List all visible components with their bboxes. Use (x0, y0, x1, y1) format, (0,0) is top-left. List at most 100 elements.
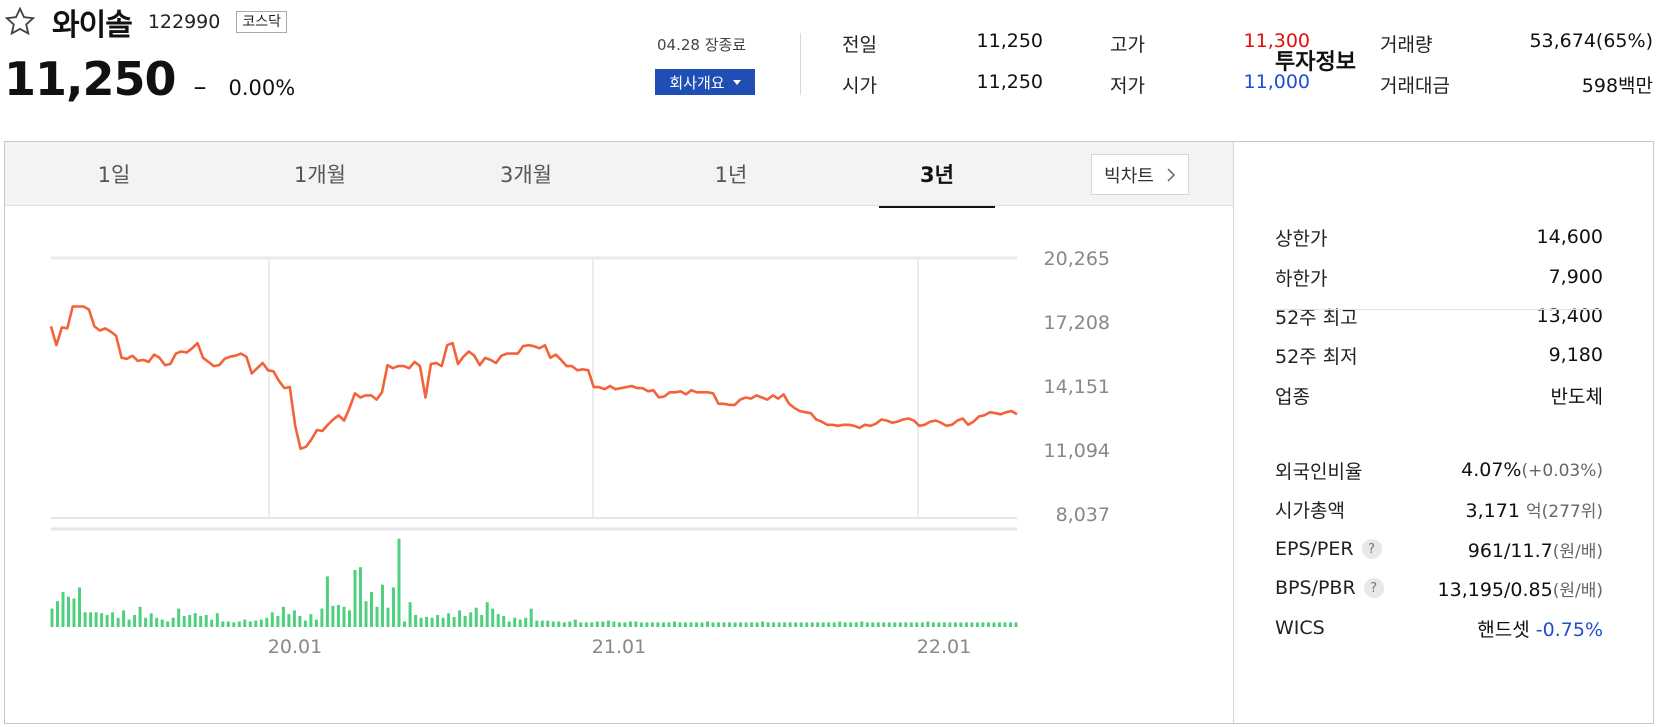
week52-low-value: 9,180 (1548, 344, 1603, 366)
volume-bar (397, 538, 401, 627)
volume-bar (507, 621, 511, 627)
y-tick-label: 17,208 (1044, 312, 1110, 334)
current-price: 11,250 (4, 52, 177, 106)
volume-bar (370, 592, 373, 627)
volume-bar (717, 622, 720, 627)
volume-bar (292, 610, 296, 627)
bps-pbr-label: BPS/PBR (1275, 577, 1356, 599)
volume-bar (364, 601, 368, 627)
volume-bar (199, 616, 203, 627)
volume-bar (259, 619, 263, 627)
volume-bar (392, 587, 395, 627)
volume-bar (766, 622, 770, 627)
bps-pbr-unit: (원/배) (1552, 580, 1603, 601)
volume-bar (584, 622, 588, 627)
invest-divider (1275, 309, 1603, 310)
tab-1month[interactable]: 1개월 (262, 142, 378, 206)
wics-change: -0.75% (1535, 618, 1603, 641)
company-overview-button[interactable]: 회사개요 (655, 69, 755, 95)
volume-bar (325, 576, 329, 627)
volume-bar (623, 622, 627, 627)
volume-bar (265, 617, 269, 627)
volume-bar (254, 620, 258, 627)
volume-bar (436, 615, 440, 627)
volume-bar (590, 622, 594, 627)
tab-3years[interactable]: 3년 (879, 142, 995, 208)
volume-bar (964, 622, 968, 627)
volume-bar (133, 615, 137, 627)
volume-bar (975, 622, 979, 627)
volume-bar (342, 606, 346, 627)
tab-1day[interactable]: 1일 (56, 142, 172, 206)
volume-bar (314, 619, 318, 627)
volume-bar (827, 622, 831, 627)
volume-bar (728, 622, 732, 627)
volume-bar (441, 617, 445, 627)
wics-label: WICS (1275, 617, 1325, 639)
volume-bar (403, 621, 406, 627)
y-tick-label: 14,151 (1044, 376, 1110, 398)
volume-bar (788, 622, 792, 627)
foreign-ratio-change: (+0.03%) (1521, 461, 1603, 481)
volume-bar (485, 602, 489, 627)
volume-bar (149, 613, 153, 627)
tab-label: 1개월 (293, 163, 346, 187)
volume-bar (535, 620, 539, 627)
volume-bar (243, 619, 247, 627)
company-overview-label: 회사개요 (669, 73, 725, 92)
open-label: 시가 (842, 75, 877, 97)
volume-bar (138, 606, 142, 627)
volume-bar (876, 622, 880, 627)
volume-bar (56, 601, 59, 627)
volume-bar (177, 608, 181, 627)
volume-bar (1003, 622, 1007, 627)
week52-low-row: 52주 최저 9,180 (1275, 340, 1603, 370)
open-value: 11,250 (976, 71, 1043, 93)
volume-bar (667, 622, 671, 627)
volume-bar (700, 622, 704, 627)
volume-bar (67, 596, 70, 627)
volume-bar (816, 622, 820, 627)
tab-1year[interactable]: 1년 (673, 142, 789, 206)
market-cap-label: 시가총액 (1275, 499, 1345, 522)
volume-bar (336, 604, 340, 627)
volume-bar (810, 622, 814, 627)
volume-bar (909, 622, 913, 627)
volume-bar (926, 621, 930, 627)
volume-bar (353, 570, 357, 627)
volume-bar (904, 622, 908, 627)
volume-bar (761, 621, 765, 627)
volume-bar (662, 622, 665, 627)
volume-bar (221, 621, 225, 627)
market-cap-unit: 억 (1526, 501, 1542, 522)
volume-bar (953, 622, 957, 627)
volume-bar (562, 622, 566, 627)
volume-bar (1009, 622, 1012, 627)
volume-bar (937, 622, 941, 627)
volume-bar (78, 587, 81, 627)
volume-bar (166, 621, 170, 627)
volume-bar (711, 622, 715, 627)
volume-bar (612, 621, 616, 627)
change-percent: 0.00% (228, 76, 296, 100)
help-icon[interactable]: ? (1361, 539, 1382, 559)
stock-name: 와이솔 (52, 8, 133, 43)
help-icon[interactable]: ? (1363, 578, 1384, 598)
star-icon[interactable] (0, 2, 40, 42)
volume-bar (540, 620, 544, 627)
volume-bar (893, 622, 897, 627)
volume-bar (502, 616, 506, 627)
tab-3months[interactable]: 3개월 (468, 142, 584, 206)
volume-bar (573, 619, 577, 627)
volume-bar (689, 622, 693, 627)
volume-bar (650, 622, 654, 627)
eps-per-value: 961/11.7 (1467, 539, 1553, 562)
bigchart-button[interactable]: 빅차트 (1091, 154, 1189, 195)
volume-bar (94, 612, 98, 627)
volume-bar (920, 622, 924, 627)
volume-bar (992, 622, 996, 627)
stock-code: 122990 (147, 11, 221, 33)
volume-bar (606, 620, 610, 627)
week52-low-label: 52주 최저 (1275, 345, 1358, 368)
volume-bar (843, 622, 847, 627)
